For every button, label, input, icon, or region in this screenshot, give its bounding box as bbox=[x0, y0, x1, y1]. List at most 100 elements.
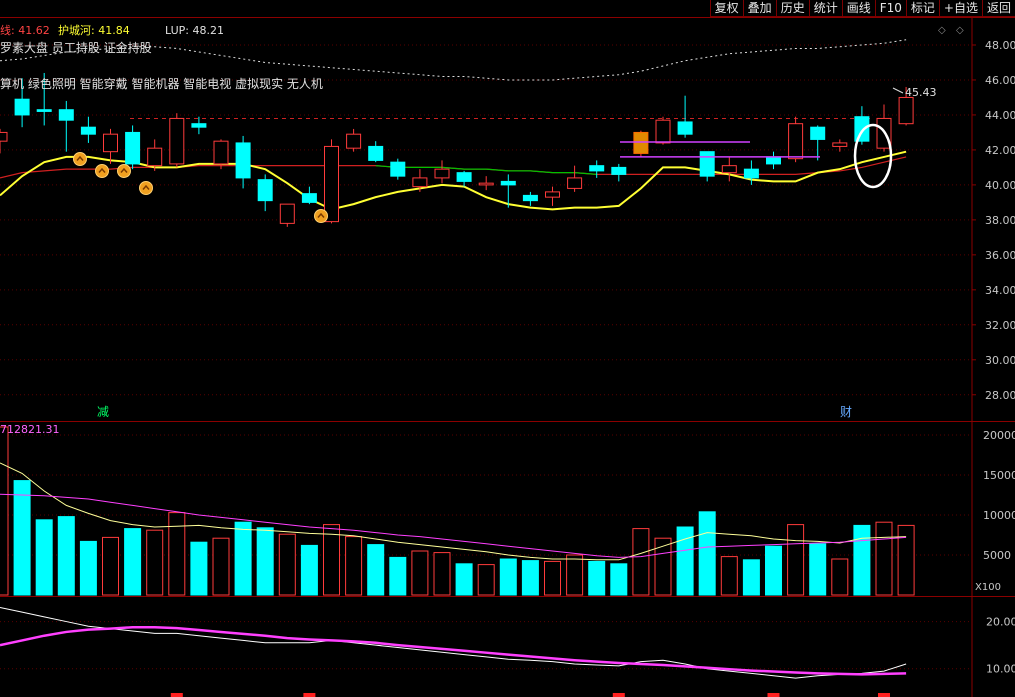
volume-bar bbox=[433, 552, 451, 596]
candle-body bbox=[545, 191, 560, 198]
candle-body bbox=[810, 126, 826, 140]
candle-body bbox=[301, 193, 317, 203]
volume-bar bbox=[79, 540, 97, 596]
candle-body bbox=[125, 131, 141, 165]
candle-body bbox=[257, 179, 273, 202]
candle-body bbox=[368, 145, 384, 161]
candle-body bbox=[567, 177, 583, 189]
buy-signal-arrow bbox=[76, 155, 84, 161]
history-button[interactable]: 历史 bbox=[775, 0, 809, 17]
candle-body bbox=[456, 172, 472, 182]
candle-body bbox=[434, 168, 450, 179]
candle-body bbox=[235, 142, 251, 179]
volume-bar bbox=[875, 521, 893, 596]
volume-bar bbox=[566, 554, 584, 596]
candle-body bbox=[699, 151, 715, 177]
candle-body bbox=[346, 133, 362, 149]
price-tick-label: 38.00 bbox=[985, 214, 1015, 227]
toolbar: 复权 叠加 历史 统计 画线 F10 标记 +自选 返回 bbox=[709, 0, 1015, 17]
volume-bar bbox=[787, 524, 805, 596]
bottom-stub bbox=[303, 693, 316, 697]
buy-signal-icon bbox=[117, 164, 131, 178]
buy-signal-icon bbox=[95, 164, 109, 178]
volume-bar bbox=[300, 544, 318, 596]
ma-yellow-line bbox=[0, 150, 907, 211]
volume-header: 712821.31 bbox=[0, 423, 60, 436]
volume-bar bbox=[632, 528, 650, 596]
candle-body bbox=[500, 180, 516, 186]
sub-indicator-pink bbox=[0, 625, 907, 676]
concept-tags-line1: 罗素大盘 员工持股 证金持股 bbox=[0, 41, 152, 55]
fuquan-button[interactable]: 复权 bbox=[709, 0, 743, 17]
volume-bar bbox=[411, 550, 429, 596]
bottom-stub bbox=[612, 693, 625, 697]
volume-bar bbox=[278, 533, 296, 596]
finance-marker[interactable]: 财 bbox=[840, 405, 853, 419]
diamond-icon-2[interactable]: ◇ bbox=[956, 25, 964, 36]
volume-bar bbox=[676, 526, 694, 596]
volume-bar bbox=[698, 511, 716, 596]
sub-tick-label: 20.00 bbox=[986, 616, 1015, 629]
candle-body bbox=[191, 123, 207, 128]
volume-bar bbox=[323, 524, 340, 596]
candle-body bbox=[169, 117, 185, 165]
volume-tick-label: 5000 bbox=[983, 549, 1011, 562]
volume-bar bbox=[499, 558, 517, 596]
buy-signal-icon bbox=[73, 152, 87, 166]
candle-body bbox=[0, 131, 8, 142]
candle-body bbox=[743, 168, 759, 179]
back-button[interactable]: 返回 bbox=[981, 0, 1015, 17]
candle-body bbox=[655, 119, 671, 144]
buy-signal-arrow bbox=[317, 212, 325, 218]
volume-bar bbox=[124, 528, 142, 596]
unit-label: X100 bbox=[975, 582, 1001, 593]
buy-signal-arrow bbox=[98, 167, 106, 173]
candle-body bbox=[721, 165, 737, 174]
candle-body bbox=[36, 109, 52, 112]
mark-button[interactable]: 标记 bbox=[905, 0, 939, 17]
overlay-button[interactable]: 叠加 bbox=[742, 0, 776, 17]
volume-bar bbox=[234, 521, 252, 596]
volume-bar bbox=[102, 536, 119, 596]
volume-bar bbox=[190, 541, 208, 596]
bottom-stub bbox=[170, 693, 183, 697]
draw-line-button[interactable]: 画线 bbox=[841, 0, 875, 17]
buy-signal-icon bbox=[314, 209, 328, 223]
volume-bar bbox=[0, 426, 9, 596]
volume-bar bbox=[57, 516, 75, 596]
volume-bar bbox=[13, 480, 31, 596]
diamond-icon[interactable]: ◇ bbox=[938, 25, 946, 36]
candle-body bbox=[766, 156, 781, 165]
price-tick-label: 30.00 bbox=[985, 354, 1015, 367]
volume-bar bbox=[455, 563, 473, 596]
candle-body bbox=[478, 182, 494, 186]
volume-bar bbox=[809, 543, 827, 596]
candle-body bbox=[832, 142, 848, 147]
volume-bar bbox=[720, 556, 738, 596]
volume-tick-label: 10000 bbox=[983, 509, 1015, 522]
add-favorite-button[interactable]: +自选 bbox=[938, 0, 982, 17]
volume-bar bbox=[521, 560, 539, 596]
volume-bar bbox=[168, 512, 186, 596]
candle-body bbox=[80, 126, 96, 135]
volume-bar bbox=[367, 544, 385, 596]
f10-button[interactable]: F10 bbox=[874, 0, 906, 17]
candle-body bbox=[898, 96, 914, 125]
price-tick-label: 44.00 bbox=[985, 109, 1015, 122]
candle-body bbox=[412, 177, 428, 188]
indicator-moat-value: 护城河: 41.84 bbox=[58, 24, 130, 37]
volume-bar bbox=[256, 527, 274, 596]
volume-tick-label: 20000 bbox=[983, 429, 1015, 442]
volume-bar bbox=[853, 524, 871, 596]
volume-bar bbox=[831, 558, 849, 596]
volume-bar bbox=[389, 556, 407, 596]
statistics-button[interactable]: 统计 bbox=[808, 0, 842, 17]
price-tick-label: 28.00 bbox=[985, 389, 1015, 402]
candle-body bbox=[14, 98, 30, 116]
volume-bar bbox=[146, 529, 164, 596]
concept-tags-line2: 算机 绿色照明 智能穿戴 智能机器 智能电视 虚拟现实 无人机 bbox=[0, 77, 323, 91]
reduce-marker[interactable]: 减 bbox=[97, 405, 110, 419]
candle-body bbox=[279, 203, 295, 224]
candle-body bbox=[147, 147, 163, 167]
volume-bar bbox=[345, 536, 363, 596]
